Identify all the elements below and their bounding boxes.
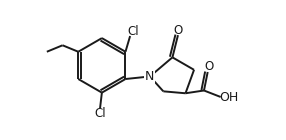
Text: Cl: Cl xyxy=(94,107,106,120)
Text: Cl: Cl xyxy=(127,25,139,38)
Text: O: O xyxy=(173,24,182,37)
Text: O: O xyxy=(204,60,213,74)
Text: OH: OH xyxy=(219,91,238,104)
Text: N: N xyxy=(145,70,154,83)
